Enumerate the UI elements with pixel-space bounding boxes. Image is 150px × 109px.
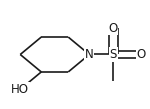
Text: S: S: [110, 48, 117, 61]
Text: HO: HO: [11, 83, 29, 96]
Text: O: O: [109, 22, 118, 35]
Text: N: N: [85, 48, 94, 61]
Text: O: O: [136, 48, 146, 61]
